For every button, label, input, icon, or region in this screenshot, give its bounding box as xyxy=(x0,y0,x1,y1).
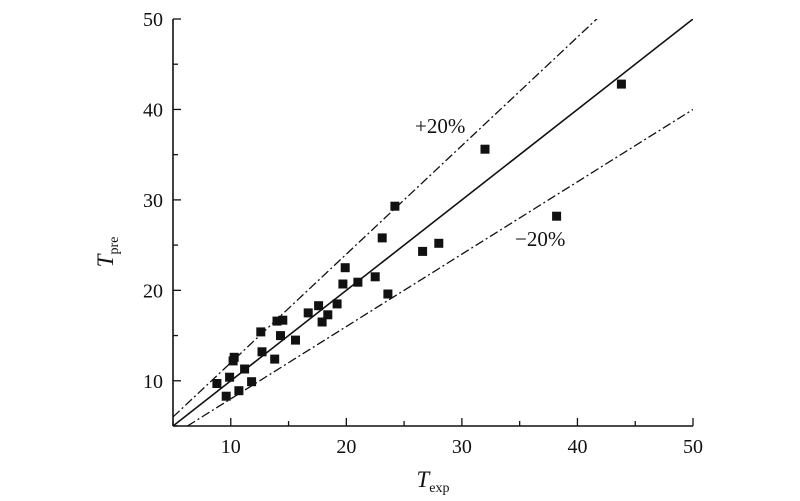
data-point xyxy=(272,316,282,326)
axes: 10 20 30 40 50 10 20 30 40 50 xyxy=(143,9,703,458)
line-y-equals-x xyxy=(173,19,693,426)
data-point xyxy=(616,79,626,89)
y-tick-label: 20 xyxy=(143,280,163,302)
data-point xyxy=(314,301,324,311)
data-point xyxy=(323,310,333,320)
data-point xyxy=(229,352,239,362)
y-tick-label: 30 xyxy=(143,190,163,212)
data-point xyxy=(390,201,400,211)
y-tick-label: 40 xyxy=(143,99,163,121)
data-point xyxy=(418,246,428,256)
data-point xyxy=(234,386,244,396)
x-tick-label: 50 xyxy=(683,436,703,458)
y-axis-title-sub: pre xyxy=(107,237,122,255)
data-point xyxy=(212,379,222,388)
data-point xyxy=(221,391,231,401)
data-point xyxy=(247,377,257,387)
data-point xyxy=(552,211,562,221)
x-axis-title-main: T xyxy=(416,467,431,492)
data-point xyxy=(291,335,300,345)
data-point xyxy=(338,279,348,289)
data-point xyxy=(434,238,444,248)
data-point xyxy=(276,331,285,341)
data-point xyxy=(340,263,350,273)
y-axis-title-main: T xyxy=(93,252,118,267)
y-axis-title: Tpre xyxy=(93,237,122,268)
data-point xyxy=(240,364,250,374)
minus-20-percent-label: −20% xyxy=(515,227,565,251)
x-tick-label: 40 xyxy=(567,436,587,458)
data-point xyxy=(332,299,342,309)
data-point xyxy=(278,315,288,325)
data-point xyxy=(256,327,266,337)
data-point xyxy=(317,317,327,327)
line-minus-20-percent xyxy=(186,108,693,426)
plus-20-percent-label: +20% xyxy=(415,114,465,138)
data-point xyxy=(480,144,490,154)
data-point xyxy=(377,233,387,243)
data-point xyxy=(270,354,280,364)
x-tick-label: 10 xyxy=(221,436,241,458)
y-tick-label: 50 xyxy=(143,9,163,31)
data-point xyxy=(257,347,267,357)
data-point xyxy=(383,289,393,299)
line-plus-20-percent xyxy=(173,19,598,418)
x-axis-title-sub: exp xyxy=(429,481,449,496)
data-point xyxy=(353,277,363,287)
reference-lines xyxy=(173,19,693,426)
y-tick-label: 10 xyxy=(143,371,163,393)
x-tick-label: 30 xyxy=(452,436,472,458)
data-point xyxy=(303,308,313,318)
data-point xyxy=(370,272,380,282)
x-axis-title: Texp xyxy=(416,467,449,496)
x-tick-label: 20 xyxy=(336,436,356,458)
data-point xyxy=(225,372,235,382)
data-points xyxy=(212,79,626,401)
